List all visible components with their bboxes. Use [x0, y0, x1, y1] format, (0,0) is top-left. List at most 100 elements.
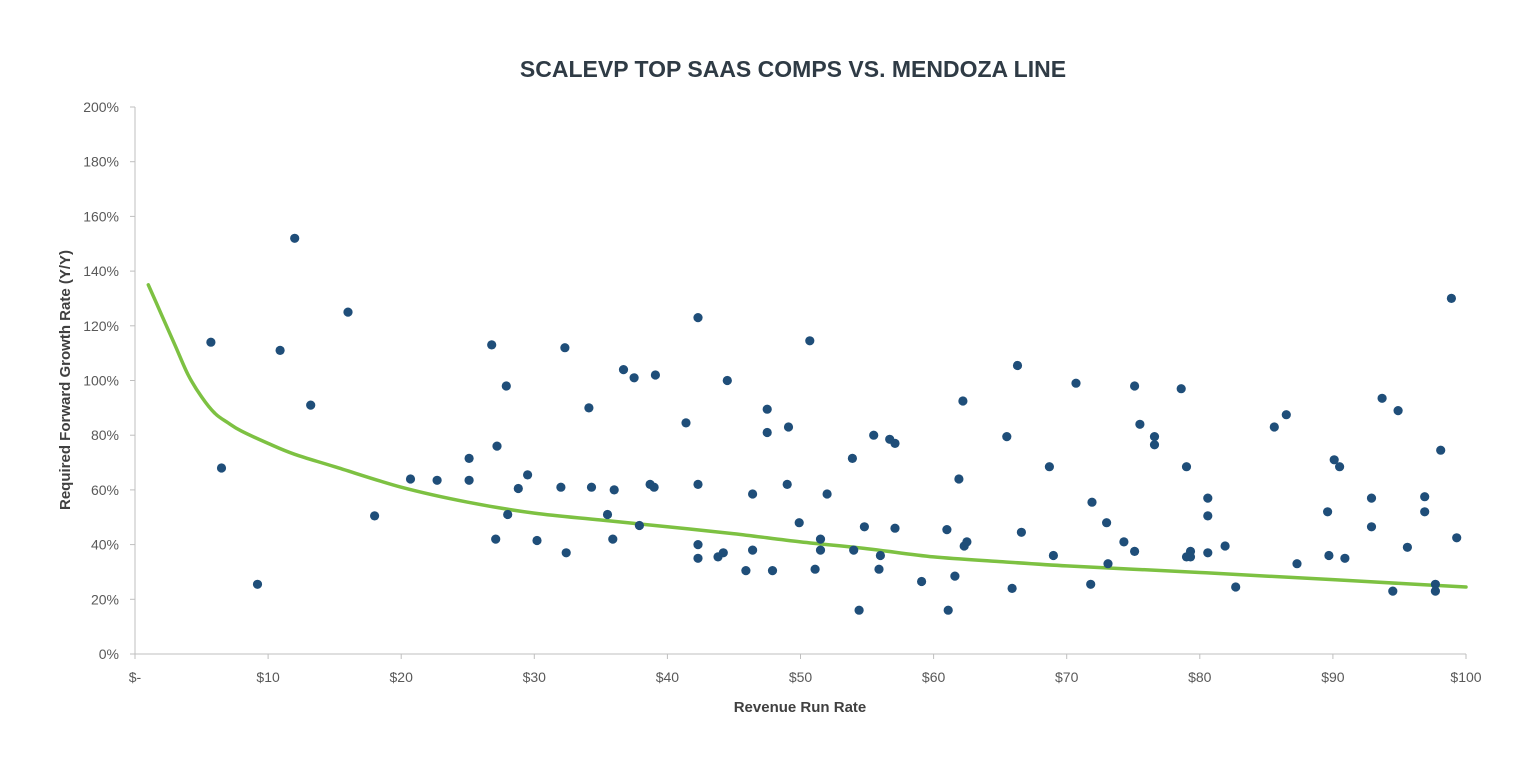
data-point	[1176, 384, 1186, 394]
data-point	[869, 430, 879, 440]
data-point	[1366, 522, 1377, 532]
data-point	[943, 605, 953, 615]
chart-title: SCALEVP TOP SAAS COMPS VS. MENDOZA LINE	[520, 56, 1066, 82]
x-tick-label: $20	[390, 669, 414, 685]
data-point	[560, 343, 570, 353]
y-tick-label: 20%	[91, 591, 119, 607]
data-point	[681, 418, 691, 428]
data-point	[890, 523, 900, 533]
data-point	[822, 489, 832, 499]
data-point	[501, 381, 511, 391]
data-point	[1203, 548, 1213, 558]
data-point	[1446, 293, 1456, 303]
data-point	[618, 365, 629, 375]
data-point	[794, 518, 804, 528]
data-point	[1335, 462, 1345, 472]
data-point	[1181, 462, 1192, 472]
data-point	[532, 535, 542, 546]
data-point	[1220, 541, 1230, 551]
data-point	[252, 579, 263, 589]
data-point	[216, 463, 227, 473]
data-point	[810, 564, 820, 574]
x-tick-label: $90	[1321, 669, 1345, 685]
data-point	[491, 534, 501, 544]
y-tick-label: 140%	[83, 263, 119, 279]
data-point	[1130, 381, 1140, 391]
scatter-points-layer	[206, 233, 1462, 615]
data-point	[306, 400, 316, 410]
data-point	[370, 511, 380, 521]
data-point	[1119, 537, 1129, 547]
data-point	[561, 548, 571, 558]
x-tick-label: $10	[256, 669, 280, 685]
x-tick-label: $30	[523, 669, 547, 685]
data-point	[487, 340, 497, 350]
data-point	[1149, 432, 1160, 442]
data-point	[954, 474, 964, 484]
data-point	[609, 485, 619, 495]
data-point	[693, 540, 703, 550]
data-point	[1393, 406, 1403, 416]
data-point	[464, 453, 474, 463]
data-point	[1420, 492, 1430, 502]
data-point	[1388, 586, 1398, 596]
data-point	[290, 233, 300, 243]
data-point	[1007, 583, 1017, 594]
data-point	[942, 525, 952, 535]
data-point	[782, 479, 792, 489]
data-point	[608, 534, 618, 544]
data-point	[523, 470, 533, 480]
data-point	[1366, 493, 1377, 503]
data-point	[958, 396, 968, 406]
data-point	[693, 313, 703, 323]
data-point	[1149, 440, 1160, 450]
data-point	[815, 545, 826, 555]
y-tick-label: 80%	[91, 427, 119, 443]
data-point	[1324, 550, 1334, 561]
data-point	[859, 522, 870, 532]
data-point	[917, 576, 927, 587]
data-point	[748, 489, 758, 499]
data-point	[1430, 579, 1440, 589]
data-point	[1281, 410, 1291, 420]
data-point	[1044, 462, 1054, 472]
data-point	[693, 479, 703, 489]
data-point	[1016, 527, 1026, 537]
x-tick-label: $100	[1450, 669, 1481, 685]
data-point	[748, 545, 758, 555]
data-point	[634, 520, 645, 531]
data-point	[1231, 582, 1241, 592]
data-point	[962, 537, 972, 547]
y-tick-label: 180%	[83, 154, 119, 170]
data-point	[586, 482, 597, 492]
data-point	[1048, 550, 1058, 561]
data-point	[805, 336, 815, 346]
y-axis: 0% 20% 40% 60% 80% 100% 120% 140% 160% 180% 200%	[83, 99, 136, 662]
data-point	[847, 453, 858, 463]
y-tick-label: 200%	[83, 99, 119, 115]
data-point	[1329, 455, 1339, 465]
data-point	[275, 345, 285, 355]
mendoza-line-layer	[146, 283, 1468, 589]
data-point	[464, 475, 474, 485]
data-point	[1071, 378, 1081, 388]
x-tick-label: $60	[922, 669, 946, 685]
data-point	[629, 373, 639, 383]
x-axis-label: Revenue Run Rate	[734, 699, 867, 716]
data-point	[1002, 432, 1012, 442]
data-point	[556, 482, 566, 492]
data-point	[950, 571, 960, 581]
data-point	[718, 548, 728, 558]
data-point	[762, 427, 772, 438]
data-point	[1292, 559, 1302, 569]
data-point	[1420, 507, 1430, 517]
data-point	[343, 307, 353, 317]
data-point	[1377, 393, 1387, 403]
y-axis-label: Required Forward Growth Rate (Y/Y)	[57, 250, 74, 510]
data-point	[693, 553, 703, 563]
data-point	[874, 564, 884, 574]
x-tick-label: $-	[129, 669, 142, 685]
data-point	[1203, 511, 1213, 521]
data-point	[741, 566, 751, 576]
